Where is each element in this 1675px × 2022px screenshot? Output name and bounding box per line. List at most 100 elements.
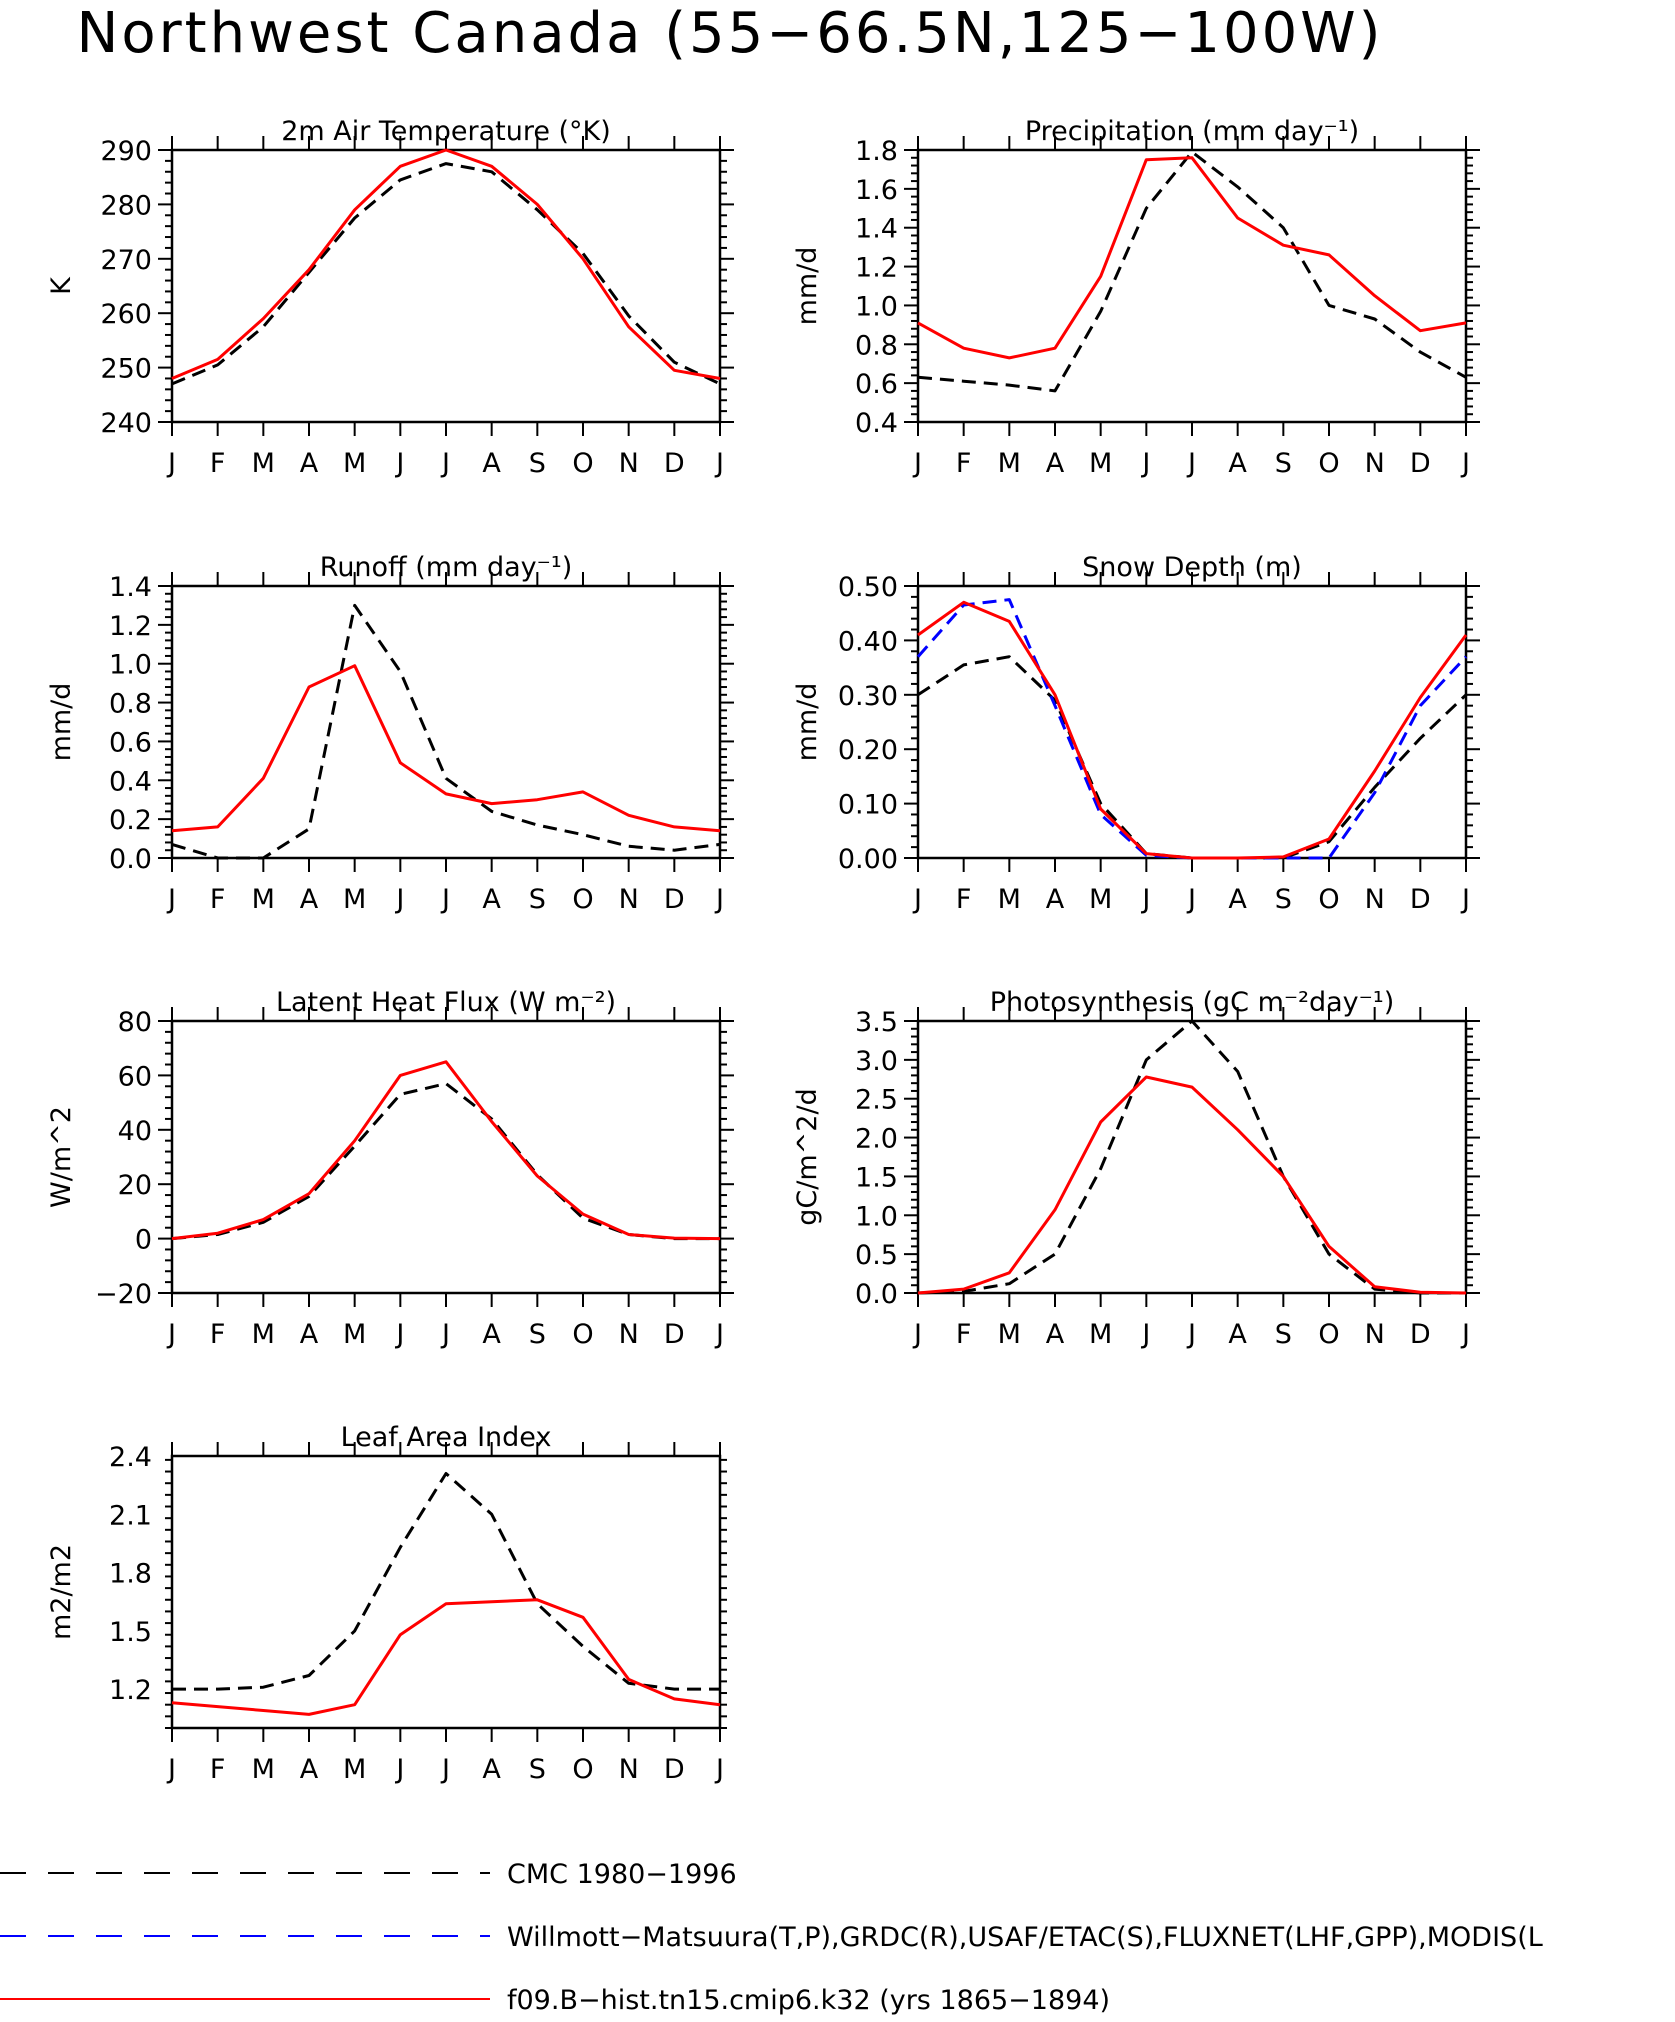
y-tick-label: 1.0 xyxy=(855,291,898,322)
x-tick-label: M xyxy=(252,884,275,915)
y-tick-label: 0.20 xyxy=(838,735,898,766)
y-tick-label: 0.50 xyxy=(838,572,898,603)
x-tick-label: M xyxy=(343,884,366,915)
legend-label: Willmott−Matsuura(T,P),GRDC(R),USAF/ETAC… xyxy=(507,1922,1543,1953)
x-tick-label: M xyxy=(1089,448,1112,479)
x-tick-label: S xyxy=(1275,448,1292,479)
x-tick-label: S xyxy=(1275,884,1292,915)
y-tick-label: 1.5 xyxy=(855,1162,898,1193)
series-line-cmc xyxy=(917,1019,1466,1295)
y-axis-label: W/m^2 xyxy=(46,1106,77,1208)
x-tick-label: A xyxy=(1046,1319,1065,1350)
x-tick-label: J xyxy=(1140,1319,1150,1350)
y-tick-label: 1.5 xyxy=(109,1617,152,1648)
x-tick-label: D xyxy=(1410,1319,1431,1350)
y-tick-label: 0.2 xyxy=(109,805,152,836)
chart-panel-4: Snow Depth (m)mm/d0.000.100.200.300.400.… xyxy=(792,552,1480,915)
y-tick-label: 1.0 xyxy=(855,1201,898,1232)
x-tick-label: J xyxy=(1140,448,1150,479)
y-tick-label: 0.00 xyxy=(838,844,898,875)
x-tick-label: O xyxy=(572,448,593,479)
x-tick-label: F xyxy=(210,448,226,479)
legend-item-cmc: CMC 1980−1996 xyxy=(0,1859,737,1890)
x-tick-label: J xyxy=(1186,884,1196,915)
y-tick-label: 280 xyxy=(100,190,152,221)
y-tick-label: 1.8 xyxy=(109,1559,152,1590)
x-tick-label: J xyxy=(166,448,176,479)
x-tick-label: J xyxy=(1186,1319,1196,1350)
y-tick-label: 0.5 xyxy=(855,1240,898,1271)
x-tick-label: F xyxy=(956,884,972,915)
legend: CMC 1980−1996 Willmott−Matsuura(T,P),GRDC… xyxy=(0,1859,1543,2016)
chart-panel-5: Latent Heat Flux (W m⁻²)W/m^2−2002040608… xyxy=(46,987,734,1350)
x-tick-label: M xyxy=(998,448,1021,479)
x-tick-label: S xyxy=(1275,1319,1292,1350)
x-tick-label: J xyxy=(912,448,922,479)
y-tick-label: 290 xyxy=(100,136,152,167)
x-tick-label: A xyxy=(1046,884,1065,915)
y-axis-label: mm/d xyxy=(46,683,77,762)
y-tick-label: 3.5 xyxy=(855,1007,898,1038)
y-tick-label: 0.30 xyxy=(838,681,898,712)
x-tick-label: N xyxy=(619,1754,639,1785)
y-axis-label: mm/d xyxy=(792,683,823,762)
x-tick-label: A xyxy=(1228,1319,1247,1350)
x-tick-label: A xyxy=(300,1319,319,1350)
y-tick-label: 270 xyxy=(100,245,152,276)
x-tick-label: J xyxy=(714,448,724,479)
series-line-model xyxy=(171,664,721,833)
x-tick-label: A xyxy=(300,884,319,915)
series-line-cmc xyxy=(171,162,721,386)
x-tick-label: J xyxy=(1460,1319,1470,1350)
y-tick-label: 0.6 xyxy=(109,727,152,758)
y-tick-label: 2.0 xyxy=(855,1124,898,1155)
series-line-model xyxy=(171,1060,721,1241)
x-tick-label: F xyxy=(210,884,226,915)
series-line-model xyxy=(917,1075,1467,1295)
x-tick-label: O xyxy=(1318,448,1339,479)
x-tick-label: J xyxy=(166,1754,176,1785)
y-tick-label: 2.1 xyxy=(109,1500,152,1531)
x-tick-label: F xyxy=(956,1319,972,1350)
x-tick-label: J xyxy=(1186,448,1196,479)
series-line-model xyxy=(171,1598,721,1716)
x-tick-label: O xyxy=(572,884,593,915)
plot-frame xyxy=(170,1454,722,1730)
y-tick-label: 0.4 xyxy=(109,766,152,797)
y-tick-label: −20 xyxy=(95,1279,152,1310)
y-axis-label: m2/m2 xyxy=(46,1544,77,1640)
y-tick-label: 0.40 xyxy=(838,626,898,657)
x-tick-label: M xyxy=(998,884,1021,915)
plot-frame xyxy=(916,148,1468,424)
x-tick-label: A xyxy=(1046,448,1065,479)
y-tick-label: 260 xyxy=(100,299,152,330)
x-tick-label: J xyxy=(440,448,450,479)
x-tick-label: M xyxy=(343,1754,366,1785)
plot-frame xyxy=(916,584,1468,860)
y-tick-label: 2.5 xyxy=(855,1085,898,1116)
x-tick-label: N xyxy=(1365,1319,1385,1350)
x-tick-label: D xyxy=(664,448,685,479)
x-tick-label: N xyxy=(619,448,639,479)
x-tick-label: M xyxy=(343,1319,366,1350)
legend-item-obs: Willmott−Matsuura(T,P),GRDC(R),USAF/ETAC… xyxy=(0,1922,1543,1953)
chart-panel-1: 2m Air Temperature (°K)K2402502602702802… xyxy=(46,116,734,479)
x-tick-label: M xyxy=(343,448,366,479)
plot-frame xyxy=(916,1019,1468,1295)
y-tick-label: 0.8 xyxy=(109,689,152,720)
y-tick-label: 2.4 xyxy=(109,1442,152,1473)
y-tick-label: 3.0 xyxy=(855,1046,898,1077)
x-tick-label: N xyxy=(619,884,639,915)
y-tick-label: 0.10 xyxy=(838,790,898,821)
series-line-model xyxy=(171,148,721,380)
x-tick-label: S xyxy=(529,884,546,915)
x-tick-label: J xyxy=(1140,884,1150,915)
x-tick-label: J xyxy=(1460,448,1470,479)
x-tick-label: N xyxy=(1365,884,1385,915)
x-tick-label: A xyxy=(300,448,319,479)
y-tick-label: 0 xyxy=(135,1225,152,1256)
x-tick-label: J xyxy=(166,1319,176,1350)
y-tick-label: 1.2 xyxy=(109,611,152,642)
page-title: Northwest Canada (55−66.5N,125−100W) xyxy=(76,1,1383,66)
